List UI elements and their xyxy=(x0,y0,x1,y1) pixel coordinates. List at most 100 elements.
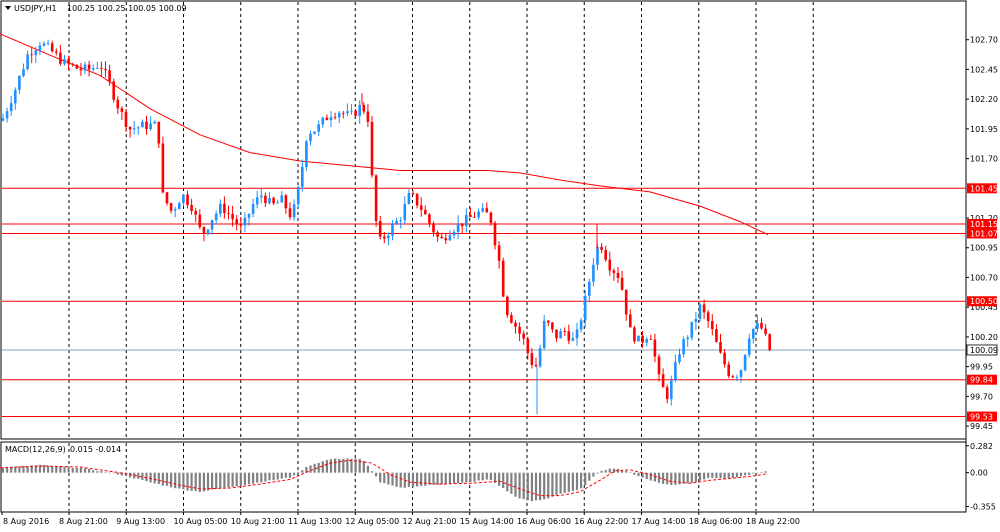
macd-bar xyxy=(391,472,394,486)
candle xyxy=(268,192,271,205)
candle xyxy=(264,192,267,207)
candle xyxy=(214,210,218,225)
macd-bar xyxy=(63,466,66,473)
candle xyxy=(571,331,575,342)
candle xyxy=(665,384,669,404)
macd-bar xyxy=(182,472,185,490)
candle xyxy=(260,188,263,204)
macd-bar xyxy=(157,472,160,484)
macd-bar xyxy=(38,464,41,473)
macd-bar xyxy=(256,472,259,483)
macd-bar xyxy=(350,458,353,473)
candle xyxy=(219,199,222,218)
macd-bar xyxy=(252,472,255,484)
macd-bar xyxy=(71,467,74,473)
macd-bar xyxy=(370,471,374,473)
macd-bar xyxy=(452,472,456,484)
macd-bar xyxy=(75,468,78,473)
macd-bar xyxy=(297,471,300,473)
macd-bar xyxy=(678,472,681,485)
macd-bar xyxy=(571,472,574,491)
candle xyxy=(629,309,632,328)
candle xyxy=(711,314,714,336)
macd-bar xyxy=(247,472,251,485)
macd-bar xyxy=(96,471,99,473)
macd-bar xyxy=(584,472,587,486)
candle xyxy=(624,289,628,321)
candle xyxy=(202,226,206,242)
candle xyxy=(313,131,316,135)
candle xyxy=(555,329,558,343)
macd-bar xyxy=(666,472,669,485)
candle xyxy=(284,193,288,214)
macd-bar xyxy=(313,463,316,473)
macd-bar xyxy=(690,472,693,483)
current-price-tag xyxy=(966,344,998,356)
candle xyxy=(497,241,501,269)
candle xyxy=(637,335,640,342)
price-tick-label: 100.20 xyxy=(970,333,998,342)
candle xyxy=(366,103,370,127)
candle xyxy=(731,374,735,379)
macd-bar xyxy=(383,472,386,484)
macd-bar xyxy=(190,472,193,491)
price-tick-label: 100.95 xyxy=(970,244,998,253)
macd-bar xyxy=(178,472,181,489)
macd-bar xyxy=(637,472,640,477)
candle xyxy=(186,190,189,209)
candle xyxy=(698,302,702,322)
candle xyxy=(325,114,329,121)
candle xyxy=(448,230,452,242)
candle xyxy=(723,349,726,368)
macd-bar xyxy=(686,472,689,484)
level-tag-label: 101.07 xyxy=(970,229,998,238)
candle xyxy=(600,243,603,254)
macd-bar xyxy=(461,472,464,483)
macd-bar xyxy=(510,472,513,494)
candle xyxy=(419,197,423,217)
candle xyxy=(374,174,378,227)
candle xyxy=(715,324,718,343)
macd-bar xyxy=(387,472,390,485)
candle xyxy=(768,333,771,351)
macd-bar xyxy=(485,472,488,480)
candle xyxy=(538,344,542,369)
macd-bar xyxy=(342,458,345,473)
dropdown-arrow-icon[interactable] xyxy=(5,6,11,10)
candle xyxy=(473,211,476,218)
time-tick-label: 11 Aug 13:00 xyxy=(288,517,342,526)
candle xyxy=(59,44,62,66)
candle xyxy=(403,196,407,224)
macd-bar xyxy=(264,472,267,482)
vertical-grid xyxy=(68,2,814,511)
macd-indicator xyxy=(0,458,769,502)
macd-bar xyxy=(288,472,292,478)
macd-bar xyxy=(227,472,230,488)
macd-bar xyxy=(149,472,152,483)
macd-bar xyxy=(469,472,472,482)
macd-bar xyxy=(395,472,398,487)
candle xyxy=(1,113,5,122)
macd-bar xyxy=(588,472,591,481)
candle xyxy=(18,75,21,94)
candle xyxy=(756,315,759,333)
macd-signal-line xyxy=(0,459,769,497)
main-pane[interactable] xyxy=(0,0,967,440)
macd-bar xyxy=(625,471,628,473)
candle xyxy=(452,229,456,239)
macd-bar xyxy=(440,472,443,485)
candle xyxy=(272,196,275,205)
macd-bar xyxy=(641,472,644,478)
price-tick-label: 100.45 xyxy=(970,303,998,312)
candle xyxy=(112,78,115,103)
candle xyxy=(567,324,571,345)
macd-bar xyxy=(321,461,324,473)
time-tick-label: 10 Aug 05:00 xyxy=(174,517,228,526)
macd-bar xyxy=(629,472,632,474)
candle xyxy=(350,104,353,115)
level-tag xyxy=(967,411,997,422)
macd-bar xyxy=(563,472,566,493)
macd-bar xyxy=(231,472,234,487)
candle xyxy=(620,270,624,291)
macd-bar xyxy=(498,472,501,486)
